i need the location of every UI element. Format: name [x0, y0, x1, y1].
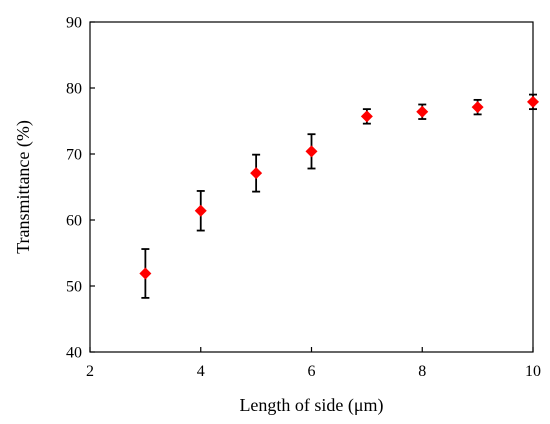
x-tick-label: 4 — [197, 363, 205, 380]
x-axis: 2 4 6 8 10 — [86, 347, 541, 380]
x-tick-label: 6 — [308, 363, 316, 380]
y-axis: 40 50 60 70 80 90 — [66, 15, 95, 362]
data-points — [139, 95, 539, 280]
data-point-marker — [305, 145, 318, 158]
data-point-marker — [471, 101, 484, 114]
data-point-marker — [139, 267, 152, 280]
x-tick-label: 2 — [86, 363, 94, 380]
y-tick-label: 90 — [66, 15, 82, 32]
x-tick-label: 8 — [418, 363, 426, 380]
data-point-marker — [416, 105, 429, 118]
x-tick-label: 10 — [525, 363, 541, 380]
data-point-marker — [527, 95, 539, 108]
data-point-marker — [250, 167, 263, 180]
y-tick-label: 70 — [66, 147, 82, 164]
y-tick-label: 60 — [66, 213, 82, 230]
plot-area-frame — [89, 21, 534, 353]
data-point-marker — [360, 110, 373, 123]
x-axis-title: Length of side (μm) — [239, 395, 383, 416]
y-tick-label: 40 — [66, 345, 82, 362]
error-bars — [141, 93, 537, 299]
y-axis-title: Transmittance (%) — [13, 120, 34, 254]
data-point-marker — [194, 204, 207, 217]
y-tick-label: 50 — [66, 279, 82, 296]
y-tick-label: 80 — [66, 81, 82, 98]
